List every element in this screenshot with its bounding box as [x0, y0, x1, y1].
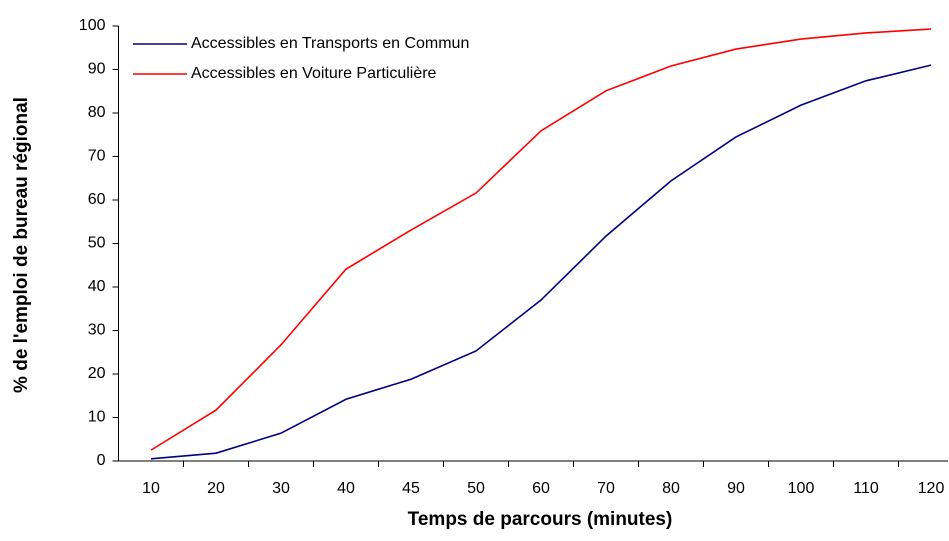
x-tick-label: 120: [918, 480, 945, 497]
x-tick-label: 90: [727, 480, 745, 497]
legend-label: Accessibles en Transports en Commun: [191, 35, 469, 52]
series-line: [150, 28, 932, 451]
y-tick-label: 30: [88, 322, 106, 339]
x-tick-label: 70: [597, 480, 615, 497]
y-tick-label: 10: [88, 409, 106, 426]
y-axis-title: % de l'emploi de bureau régional: [11, 97, 32, 393]
y-tick-label: 80: [88, 104, 106, 121]
series-line: [150, 64, 932, 460]
x-tick-label: 20: [207, 480, 225, 497]
x-tick-label: 80: [662, 480, 680, 497]
y-tick-label: 100: [79, 17, 106, 34]
x-axis-title: Temps de parcours (minutes): [408, 509, 673, 530]
y-tick-label: 70: [88, 148, 106, 165]
x-tick-label: 100: [788, 480, 815, 497]
x-tick-label: 40: [337, 480, 355, 497]
y-tick-label: 40: [88, 278, 106, 295]
y-tick-label: 90: [88, 61, 106, 78]
legend-label: Accessibles en Voiture Particulière: [191, 65, 437, 82]
y-tick-label: 20: [88, 365, 106, 382]
y-tick-label: 0: [97, 452, 106, 469]
y-tick-label: 50: [88, 235, 106, 252]
x-tick-label: 50: [467, 480, 485, 497]
x-tick-label: 30: [272, 480, 290, 497]
x-tick-label: 10: [142, 480, 160, 497]
x-tick-label: 60: [532, 480, 550, 497]
x-tick-label: 110: [853, 480, 879, 497]
y-tick-label: 60: [88, 191, 106, 208]
x-tick-label: 45: [402, 480, 420, 497]
